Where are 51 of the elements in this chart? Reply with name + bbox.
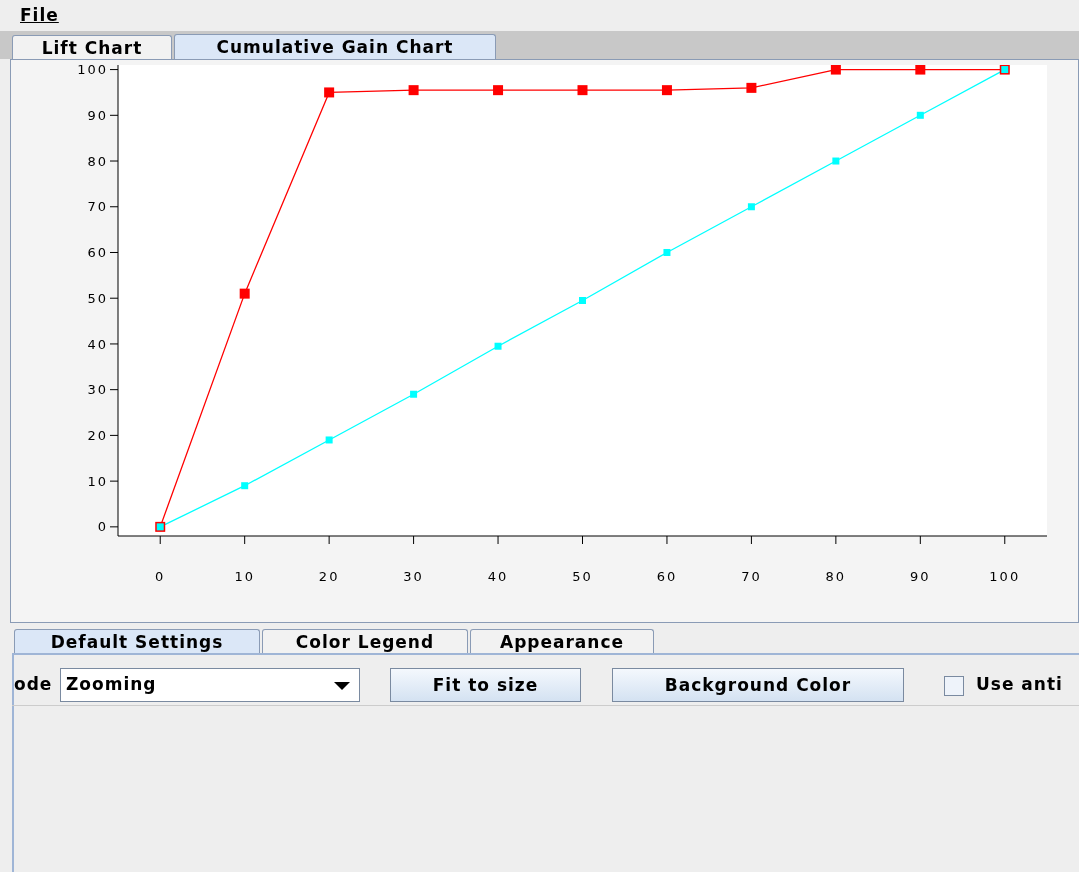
point (577, 85, 588, 96)
text: Lift Chart (12, 35, 172, 59)
y-tick-label: 100 (77, 62, 108, 78)
point (832, 157, 840, 165)
point (746, 82, 757, 93)
y-tick-label: 20 (87, 428, 108, 444)
point (661, 85, 672, 96)
y-tick-label: 90 (87, 107, 108, 123)
x-tick-label: 90 (910, 569, 931, 584)
y-tick-label: 30 (87, 382, 108, 398)
y-tick-label: 70 (87, 199, 108, 215)
x-tick-label: 40 (487, 569, 509, 584)
x-tick-label: 100 (989, 569, 1021, 584)
text: Background Color (612, 668, 904, 702)
chart-title: Cumulative Gain Chart (174, 34, 496, 59)
x-tick-label: 30 (403, 569, 424, 584)
x-tick-label: 60 (656, 569, 678, 584)
x-tick-label: 80 (825, 569, 847, 584)
text: File (20, 5, 59, 25)
x-tick-label: 20 (318, 569, 340, 584)
point (325, 436, 333, 444)
point (241, 482, 249, 490)
point (663, 248, 671, 256)
point (494, 342, 502, 350)
point (239, 288, 250, 299)
point (493, 85, 504, 96)
y-tick-label: 0 (97, 519, 108, 535)
y-tick-label: 10 (87, 473, 108, 489)
text: ode (14, 674, 53, 694)
point (747, 203, 755, 211)
point (915, 65, 926, 75)
y-tick-label: 50 (87, 290, 108, 306)
point (830, 65, 841, 75)
y-tick-label: 40 (87, 336, 108, 352)
text: Fit to size (390, 668, 581, 702)
point (324, 87, 335, 98)
x-tick-label: 0 (155, 569, 166, 584)
point (410, 390, 418, 398)
point (916, 111, 924, 119)
point (579, 297, 586, 304)
text: Zooming (66, 674, 157, 694)
y-tick-label: 60 (87, 245, 108, 261)
text: Default Settings (14, 629, 260, 653)
text: Color Legend (262, 629, 468, 653)
x-tick-label: 10 (234, 569, 255, 584)
text: Appearance (470, 629, 654, 653)
y-tick-label: 80 (87, 153, 108, 169)
point (408, 85, 419, 96)
x-tick-label: 70 (741, 569, 762, 584)
x-tick-label: 50 (572, 569, 593, 584)
text: Use anti (976, 674, 1063, 694)
